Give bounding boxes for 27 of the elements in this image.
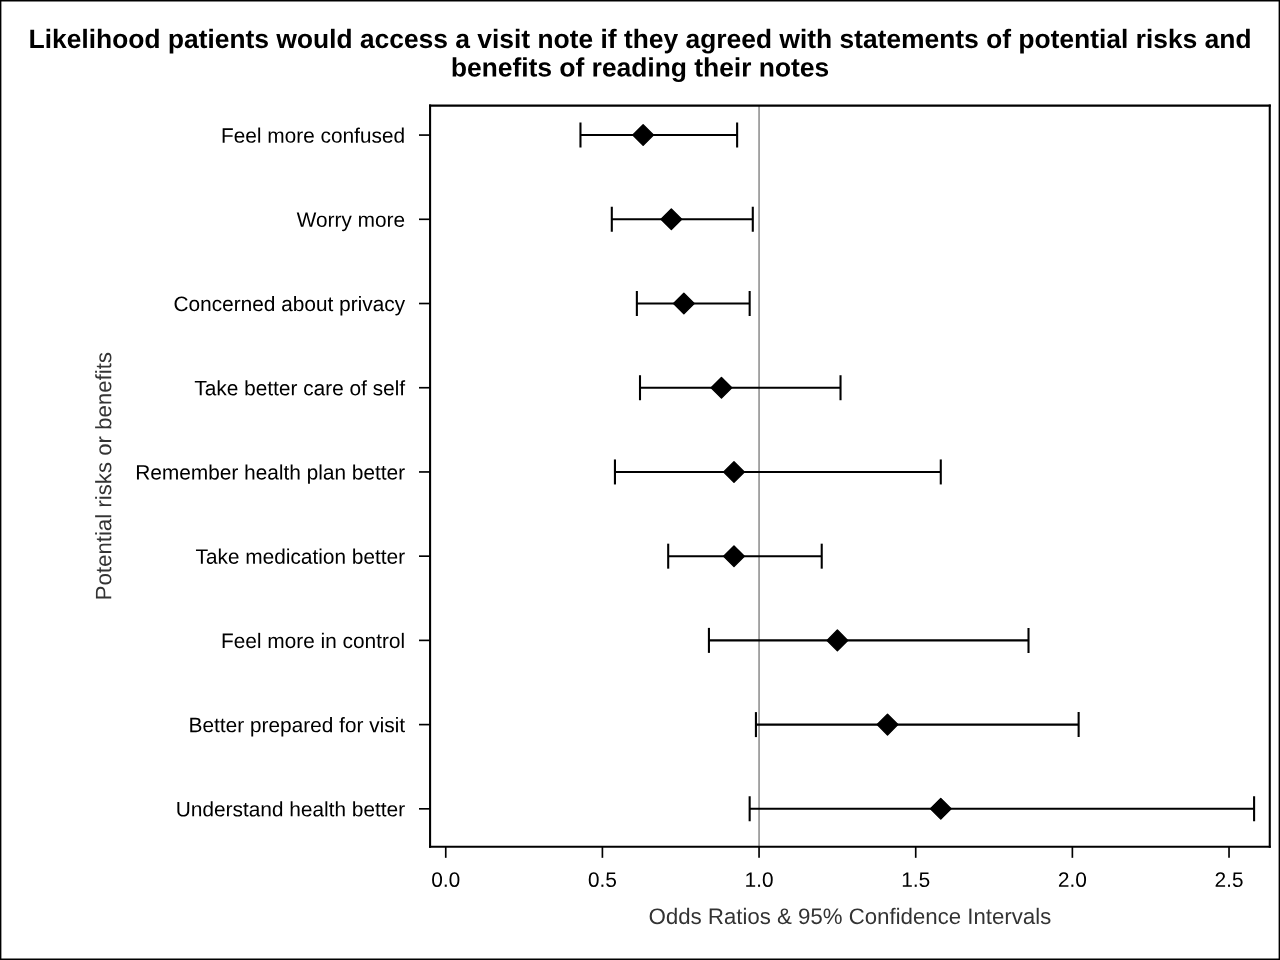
point <box>710 376 733 399</box>
x-tick-label: 1.5 <box>902 872 930 888</box>
point <box>672 292 695 315</box>
x-tick-label: 2.5 <box>1215 872 1243 888</box>
x-tick-label: 2.0 <box>1058 872 1087 888</box>
point <box>929 797 952 820</box>
x-tick-label: 1.0 <box>746 872 773 888</box>
point <box>632 124 655 147</box>
point <box>826 629 849 652</box>
y-tick-label: Better prepared for visit <box>190 717 405 737</box>
y-tick-label: Worry more <box>296 212 405 232</box>
y-tick-label: Understand health better <box>177 801 405 817</box>
x-tick-label: 0.0 <box>432 872 460 888</box>
x-tick-label: 0.5 <box>588 872 617 888</box>
chart-title: Likelihood patients would access a visit note if they agreed with statements of potential risks and benefits of reading their notes <box>30 28 1250 83</box>
y-tick-label: Feel more confused <box>222 127 404 143</box>
y-axis-title: Potential risks or benefits <box>95 352 112 599</box>
y-tick-label: Feel more in control <box>222 632 404 649</box>
y-tick-label: Concerned about privacy <box>174 295 406 316</box>
point <box>722 545 745 568</box>
y-tick-label: Take medication better <box>195 548 405 564</box>
y-tick-label: Remember health plan better <box>136 464 405 484</box>
point <box>722 460 745 483</box>
point <box>876 713 899 736</box>
x-axis-title: Odds Ratios & 95% Confidence Intervals <box>649 907 1051 925</box>
point <box>660 208 683 231</box>
y-tick-label: Take better care of self <box>194 380 406 396</box>
